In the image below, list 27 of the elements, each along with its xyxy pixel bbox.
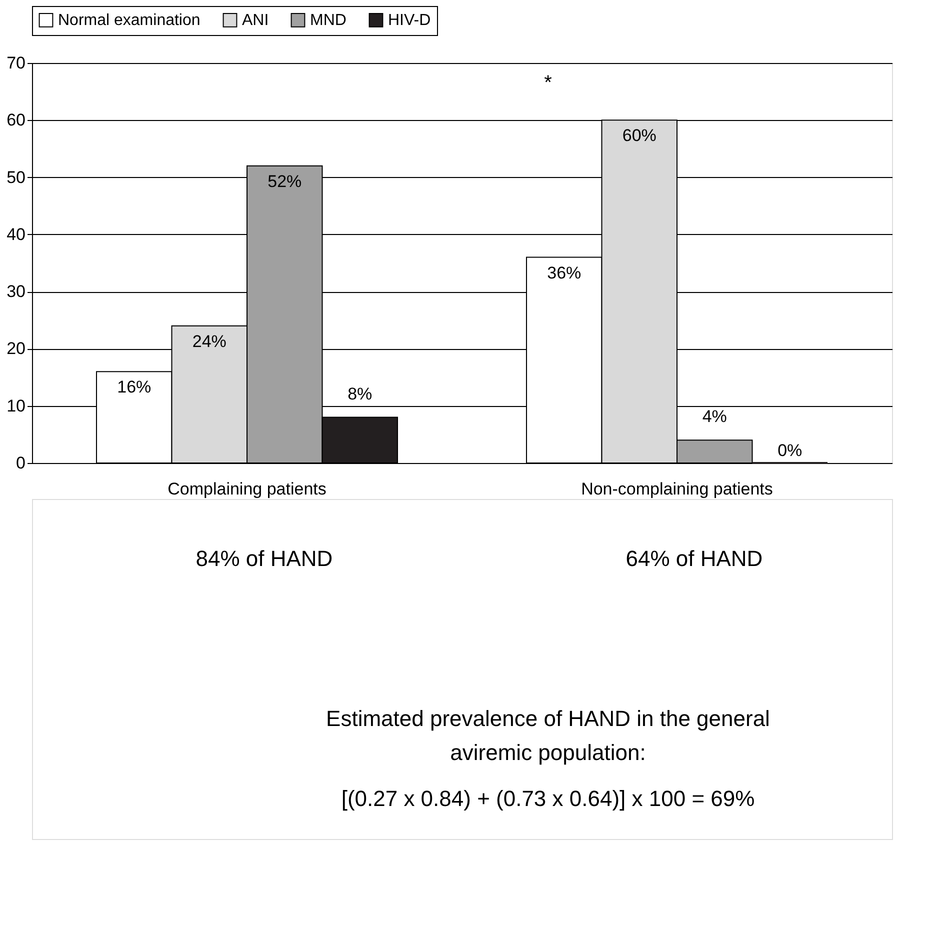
data-label: 8%	[348, 384, 372, 404]
legend-label: Normal examination	[58, 12, 200, 30]
data-label: 4%	[702, 407, 727, 426]
data-label: 52%	[268, 172, 302, 191]
x-tick-label: Non-complaining patients	[581, 480, 773, 498]
y-tick-label: 60	[6, 110, 26, 130]
x-tick-label: Complaining patients	[168, 480, 326, 498]
annotation: *	[544, 72, 552, 94]
legend-label: ANI	[242, 12, 269, 30]
y-tick-label: 0	[16, 454, 26, 472]
text: [(0.27 x 0.84) + (0.73 x 0.64)] x 100 = 69%	[341, 786, 755, 811]
legend-label: MND	[310, 12, 346, 30]
data-label: 60%	[622, 126, 656, 146]
data-label: 0%	[778, 441, 802, 460]
data-label: 36%	[547, 263, 582, 282]
y-tick-label: 70	[6, 54, 26, 72]
legend-label: HIV-D	[388, 12, 431, 30]
text: 64% of HAND	[626, 546, 763, 571]
y-tick-label: 40	[6, 224, 26, 244]
data-label: 16%	[117, 378, 152, 397]
y-tick-label: 10	[6, 396, 26, 416]
data-label: 24%	[192, 332, 226, 351]
text: Estimated prevalence of HAND in the general aviremic population:	[326, 706, 770, 765]
y-tick-label: 20	[6, 339, 26, 358]
y-tick-label: 50	[6, 168, 26, 187]
text: 84% of HAND	[196, 546, 333, 571]
y-tick-label: 30	[6, 282, 26, 302]
